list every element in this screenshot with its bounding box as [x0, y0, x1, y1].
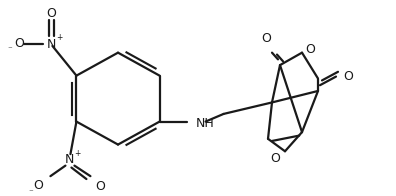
Text: O: O — [34, 179, 44, 192]
Text: O: O — [305, 43, 315, 56]
Text: ⁻: ⁻ — [28, 188, 33, 196]
Text: N: N — [65, 153, 74, 166]
Text: O: O — [261, 32, 271, 45]
Text: O: O — [15, 37, 25, 50]
Text: +: + — [74, 149, 81, 158]
Text: O: O — [46, 7, 56, 20]
Text: +: + — [56, 33, 63, 42]
Text: N: N — [47, 38, 56, 51]
Text: NH: NH — [196, 117, 214, 130]
Text: O: O — [343, 70, 353, 83]
Text: O: O — [270, 152, 280, 165]
Text: O: O — [95, 180, 105, 193]
Text: ⁻: ⁻ — [7, 45, 12, 54]
